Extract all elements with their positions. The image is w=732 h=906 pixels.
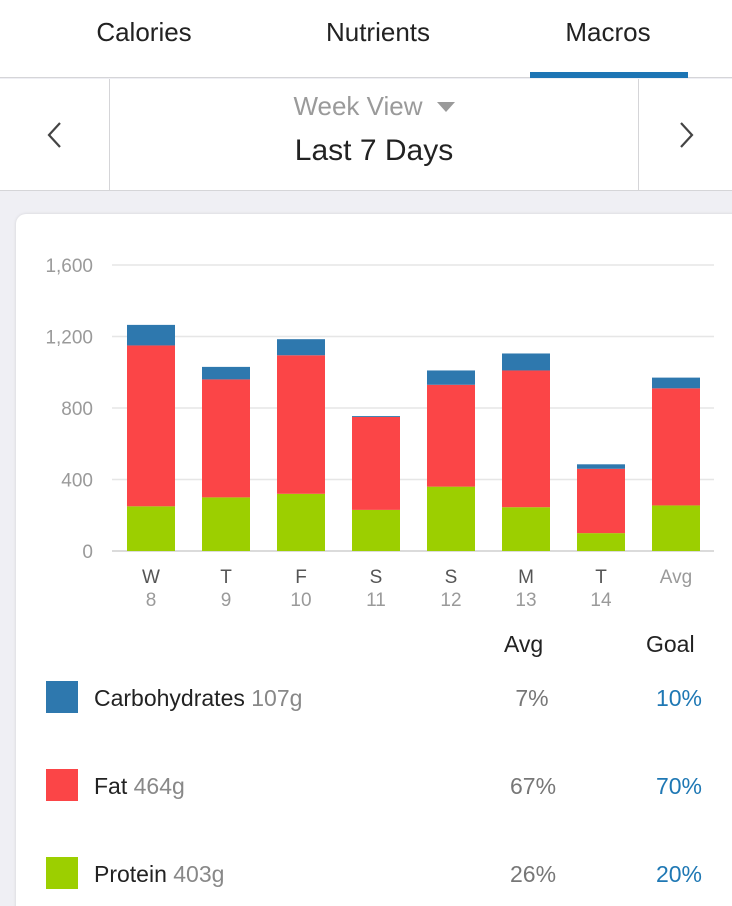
goal-column-header: Goal: [646, 631, 695, 657]
x-tick-day: Avg: [660, 567, 692, 588]
x-tick-day: W: [142, 567, 160, 588]
legend-avg-percent: 26%: [510, 861, 557, 887]
bar-segment-carbohydrates: [427, 370, 475, 385]
x-tick-day: S: [370, 567, 383, 588]
fat-swatch: [46, 769, 78, 801]
y-tick-label: 1,200: [45, 328, 93, 349]
x-tick-date: 8: [146, 590, 157, 611]
x-tick-day: T: [595, 567, 607, 588]
y-tick-label: 0: [82, 542, 93, 563]
next-week-button[interactable]: [638, 79, 732, 190]
date-navigator: Week View Last 7 Days: [0, 79, 732, 191]
x-tick-day: T: [220, 567, 232, 588]
y-tick-label: 400: [61, 471, 93, 492]
bar-segment-protein: [127, 506, 175, 551]
legend-avg-percent: 67%: [510, 773, 557, 799]
y-tick-label: 1,600: [45, 256, 93, 277]
bar-segment-fat: [202, 379, 250, 498]
date-range-selector: Week View Last 7 Days: [111, 79, 637, 190]
bar-segment-carbohydrates: [577, 464, 625, 469]
x-tick-date: 12: [440, 590, 461, 611]
caret-down-icon: [436, 101, 455, 112]
x-tick-date: 11: [366, 590, 386, 611]
tab-bar: Calories Nutrients Macros: [0, 0, 732, 78]
legend-goal-percent: 10%: [655, 685, 703, 711]
legend-grams: 464g: [133, 773, 185, 799]
legend-row-fat: Fat 464g 67% 70%: [0, 768, 732, 808]
x-tick-day: M: [518, 567, 534, 588]
bar-segment-carbohydrates: [277, 339, 325, 356]
legend-name: Protein: [94, 861, 167, 887]
bar-segment-protein: [577, 533, 625, 551]
legend-name: Carbohydrates: [94, 685, 245, 711]
bar-segment-fat: [502, 370, 550, 508]
date-range-label: Last 7 Days: [294, 134, 454, 167]
bar-segment-fat: [352, 416, 400, 510]
legend-goal-percent: 70%: [655, 773, 703, 799]
x-tick-date: 9: [221, 590, 232, 611]
bar-segment-carbohydrates: [652, 377, 700, 389]
bar-segment-fat: [127, 345, 175, 507]
bar-segment-protein: [652, 505, 700, 551]
bar-segment-protein: [427, 486, 475, 551]
avg-column-header: Avg: [504, 631, 544, 657]
tab-calories[interactable]: Calories: [96, 17, 192, 47]
y-tick-label: 800: [61, 399, 93, 420]
bar-segment-fat: [277, 355, 325, 494]
active-tab-indicator: [530, 72, 688, 78]
x-tick-date: 14: [590, 590, 612, 611]
bar-segment-carbohydrates: [202, 366, 250, 380]
bar-segment-protein: [502, 507, 550, 551]
x-tick-date: 10: [290, 590, 311, 611]
week-view-dropdown[interactable]: Week View: [293, 91, 455, 122]
legend-grams: 107g: [251, 685, 303, 711]
tab-nutrients[interactable]: Nutrients: [325, 17, 431, 47]
bar-segment-carbohydrates: [352, 416, 400, 417]
x-tick-day: F: [295, 567, 307, 588]
bar-segment-fat: [427, 384, 475, 487]
legend-name: Fat: [94, 773, 128, 799]
legend-row-carbohydrates: Carbohydrates 107g 7% 10%: [0, 680, 732, 720]
bar-segment-fat: [652, 388, 700, 506]
week-view-label: Week View: [293, 91, 423, 121]
carbohydrates-swatch: [46, 681, 78, 713]
protein-swatch: [46, 857, 78, 889]
bar-segment-protein: [202, 497, 250, 551]
previous-week-button[interactable]: [0, 79, 110, 190]
x-tick-date: 13: [515, 590, 536, 611]
bar-segment-carbohydrates: [127, 324, 175, 346]
legend-grams: 403g: [173, 861, 225, 887]
tab-macros[interactable]: Macros: [565, 17, 651, 47]
chevron-right-icon: [679, 121, 693, 148]
bar-segment-protein: [277, 493, 325, 551]
legend-row-protein: Protein 403g 26% 20%: [0, 856, 732, 896]
legend-goal-percent: 20%: [655, 861, 703, 887]
bar-segment-fat: [577, 468, 625, 534]
legend-avg-percent: 7%: [515, 685, 549, 711]
bar-segment-carbohydrates: [502, 353, 550, 371]
x-tick-day: S: [445, 567, 458, 588]
chevron-left-icon: [47, 121, 61, 148]
bar-segment-protein: [352, 509, 400, 551]
